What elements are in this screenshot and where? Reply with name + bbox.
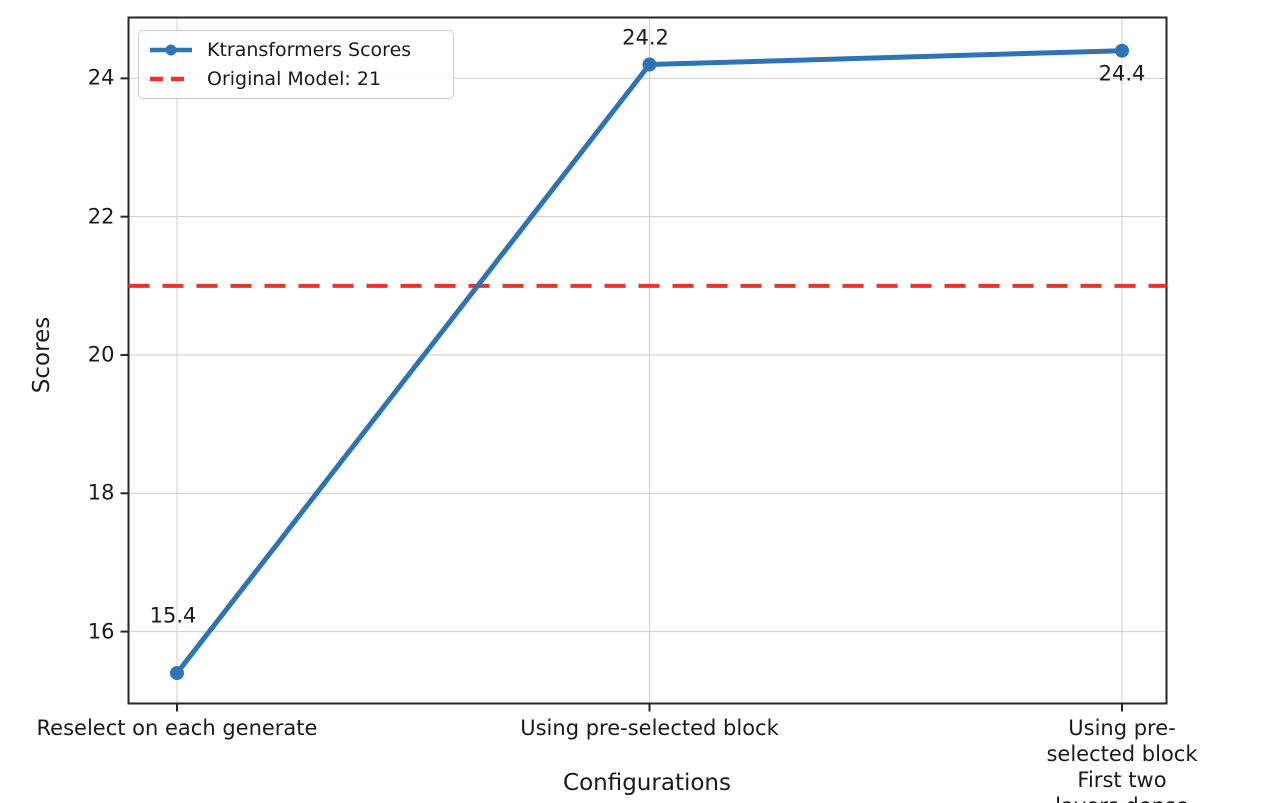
legend-series-line-icon xyxy=(150,44,192,56)
legend-entry-reference: Original Model: 21 xyxy=(147,68,443,90)
y-tick-label: 24 xyxy=(87,65,115,90)
point-value-label: 24.2 xyxy=(622,25,669,50)
x-category-label: Reselect on each generate xyxy=(36,715,318,740)
y-tick-label: 20 xyxy=(87,342,115,367)
point-value-label: 24.4 xyxy=(1098,61,1146,86)
legend-entry-series: Ktransformers Scores xyxy=(147,39,443,61)
x-category-label: Using pre-selected block First two layer… xyxy=(1046,715,1198,803)
legend: Ktransformers Scores Original Model: 21 xyxy=(138,30,454,99)
y-tick-label: 22 xyxy=(87,204,115,229)
y-axis-title: Scores xyxy=(29,316,55,394)
legend-reference-dashed-line-icon xyxy=(150,76,192,82)
point-value-label: 15.4 xyxy=(149,603,197,628)
x-axis-title: Configurations xyxy=(563,770,731,796)
y-tick-label: 16 xyxy=(87,619,115,644)
y-tick-label: 18 xyxy=(87,480,115,505)
legend-label: Ktransformers Scores xyxy=(207,38,412,61)
legend-label: Original Model: 21 xyxy=(207,67,382,90)
x-category-label: Using pre-selected block xyxy=(520,715,779,740)
